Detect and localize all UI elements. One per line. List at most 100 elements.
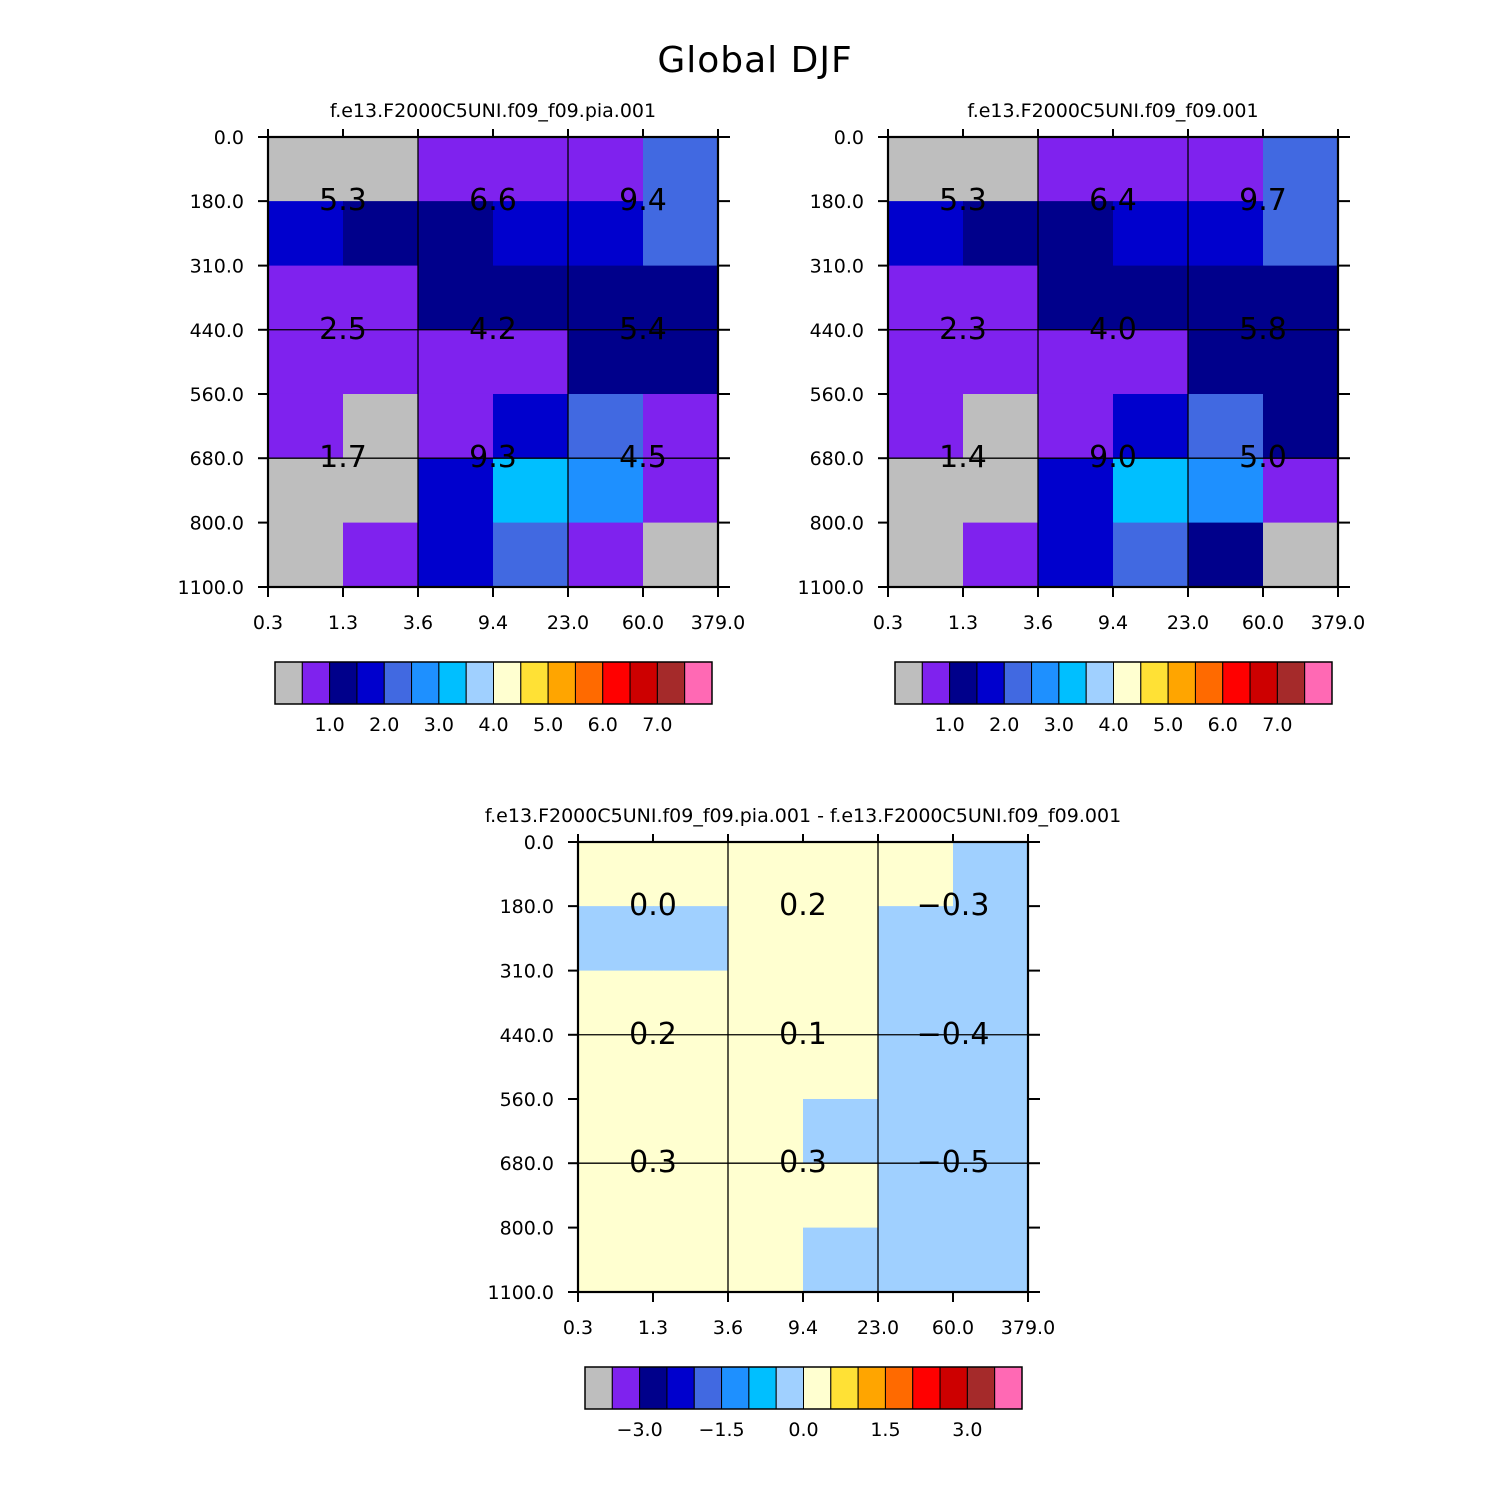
heatmap-cell	[493, 137, 569, 202]
colorbar-box	[438, 661, 467, 705]
heatmap-cell	[643, 458, 719, 524]
heatmap-cell	[653, 906, 729, 972]
y-tick-label: 310.0	[810, 256, 864, 278]
colorbar-box	[966, 1366, 996, 1410]
x-tick-label: 1.3	[638, 1317, 668, 1339]
heatmap-cell	[1188, 458, 1264, 524]
heatmap-cell	[268, 393, 344, 459]
colorbar-box	[493, 661, 522, 705]
cell-value-label: 0.2	[629, 1017, 677, 1052]
colorbar-label: 6.0	[588, 714, 618, 736]
x-tick-label: 0.3	[873, 612, 903, 634]
colorbar-box	[721, 1366, 750, 1410]
heatmap-cell	[343, 522, 419, 588]
cell-value-label: 2.3	[939, 312, 987, 347]
heatmap-cell	[268, 201, 344, 267]
panel-top-left: f.e13.F2000C5UNI.f09_f09.pia.001 0.0 180.0…	[178, 100, 746, 736]
colorbar-box	[1194, 661, 1224, 705]
heatmap-cell	[578, 1034, 654, 1100]
y-tick-label: 180.0	[810, 191, 864, 213]
heatmap-cell	[953, 970, 1029, 1036]
heatmap-cell	[653, 1098, 729, 1164]
colorbar-box	[949, 661, 978, 705]
colorbar-box	[465, 661, 494, 705]
colorbar-label: 1.0	[315, 714, 345, 736]
heatmap-cell	[878, 970, 954, 1036]
heatmap-cell	[1263, 458, 1339, 524]
colorbar-box	[301, 661, 331, 705]
heatmap-cell	[1038, 201, 1114, 267]
heatmap-cell	[888, 393, 964, 459]
colorbar-box	[1003, 661, 1033, 705]
y-tick-label: 560.0	[190, 384, 244, 406]
heatmap-cell	[578, 1227, 654, 1293]
cell-value-label: 9.0	[1089, 440, 1137, 475]
colorbar-box	[602, 661, 631, 705]
heatmap-cell	[1263, 393, 1339, 459]
cell-value-label: 5.0	[1239, 440, 1287, 475]
heatmap-cell	[1188, 265, 1264, 331]
cell-value-label: 5.3	[939, 183, 987, 218]
y-tick-label: 560.0	[500, 1089, 554, 1111]
heatmap-cell	[568, 265, 644, 331]
colorbar-frame	[894, 661, 1333, 705]
cell-value-label: 4.0	[1089, 312, 1137, 347]
heatmap-cell	[1113, 201, 1189, 267]
heatmap-cell	[493, 201, 569, 267]
heatmap-cell	[1188, 137, 1264, 202]
colorbar-box	[775, 1366, 804, 1410]
heatmap-cell	[1263, 522, 1339, 588]
heatmap-cell	[803, 1163, 879, 1229]
heatmap-cell	[578, 842, 654, 907]
heatmap-cell	[1038, 137, 1114, 202]
colorbar-box	[939, 1366, 968, 1410]
cell-value-label: 9.4	[619, 183, 667, 218]
colorbar-label: 2.0	[369, 714, 399, 736]
colorbar-label: −3.0	[617, 1419, 663, 1441]
heatmap-cell	[418, 137, 494, 202]
y-tick-label: 180.0	[500, 896, 554, 918]
heatmap-cell	[888, 458, 964, 524]
heatmap-cell	[578, 1098, 654, 1164]
x-tick-label: 23.0	[1167, 612, 1209, 634]
heatmap-cell	[493, 458, 569, 524]
heatmap-cell	[963, 522, 1039, 588]
heatmap-cell	[268, 137, 344, 202]
cell-value-label: 9.3	[469, 440, 517, 475]
cell-value-label: 9.7	[1239, 183, 1287, 218]
y-tick-label: 560.0	[810, 384, 864, 406]
heatmap-cell	[653, 1227, 729, 1293]
heatmap-cell	[418, 458, 494, 524]
colorbar-box	[411, 661, 440, 705]
heatmap-cell	[268, 458, 344, 524]
heatmap-cell	[1113, 458, 1189, 524]
colorbar-box	[830, 1366, 859, 1410]
heatmap-cell	[653, 1163, 729, 1229]
x-tick-label: 9.4	[788, 1317, 818, 1339]
colorbar-box	[1304, 661, 1333, 705]
colorbar-box	[1031, 661, 1060, 705]
colorbar-box	[547, 661, 576, 705]
cell-value-label: 2.5	[319, 312, 367, 347]
cell-value-label: 4.2	[469, 312, 517, 347]
heatmap-cell	[803, 1227, 879, 1293]
colorbar-box	[520, 661, 549, 705]
x-tick-label: 1.3	[328, 612, 358, 634]
heatmap-cell	[1113, 522, 1189, 588]
colorbar-label: 7.0	[1262, 714, 1292, 736]
colorbar-box	[656, 661, 686, 705]
heatmap-cell	[343, 137, 419, 202]
x-tick-label: 1.3	[948, 612, 978, 634]
heatmap-cell	[343, 201, 419, 267]
heatmap-cell	[953, 1227, 1029, 1293]
heatmap-cell	[728, 970, 804, 1036]
heatmap-cell	[418, 329, 494, 395]
heatmap-cell	[1263, 265, 1339, 331]
x-tick-label: 9.4	[478, 612, 508, 634]
heatmap-cell	[1038, 458, 1114, 524]
heatmap-cell	[888, 522, 964, 588]
heatmap-cell	[803, 842, 879, 907]
y-tick-label: 680.0	[810, 448, 864, 470]
y-tick-label: 0.0	[214, 127, 244, 149]
